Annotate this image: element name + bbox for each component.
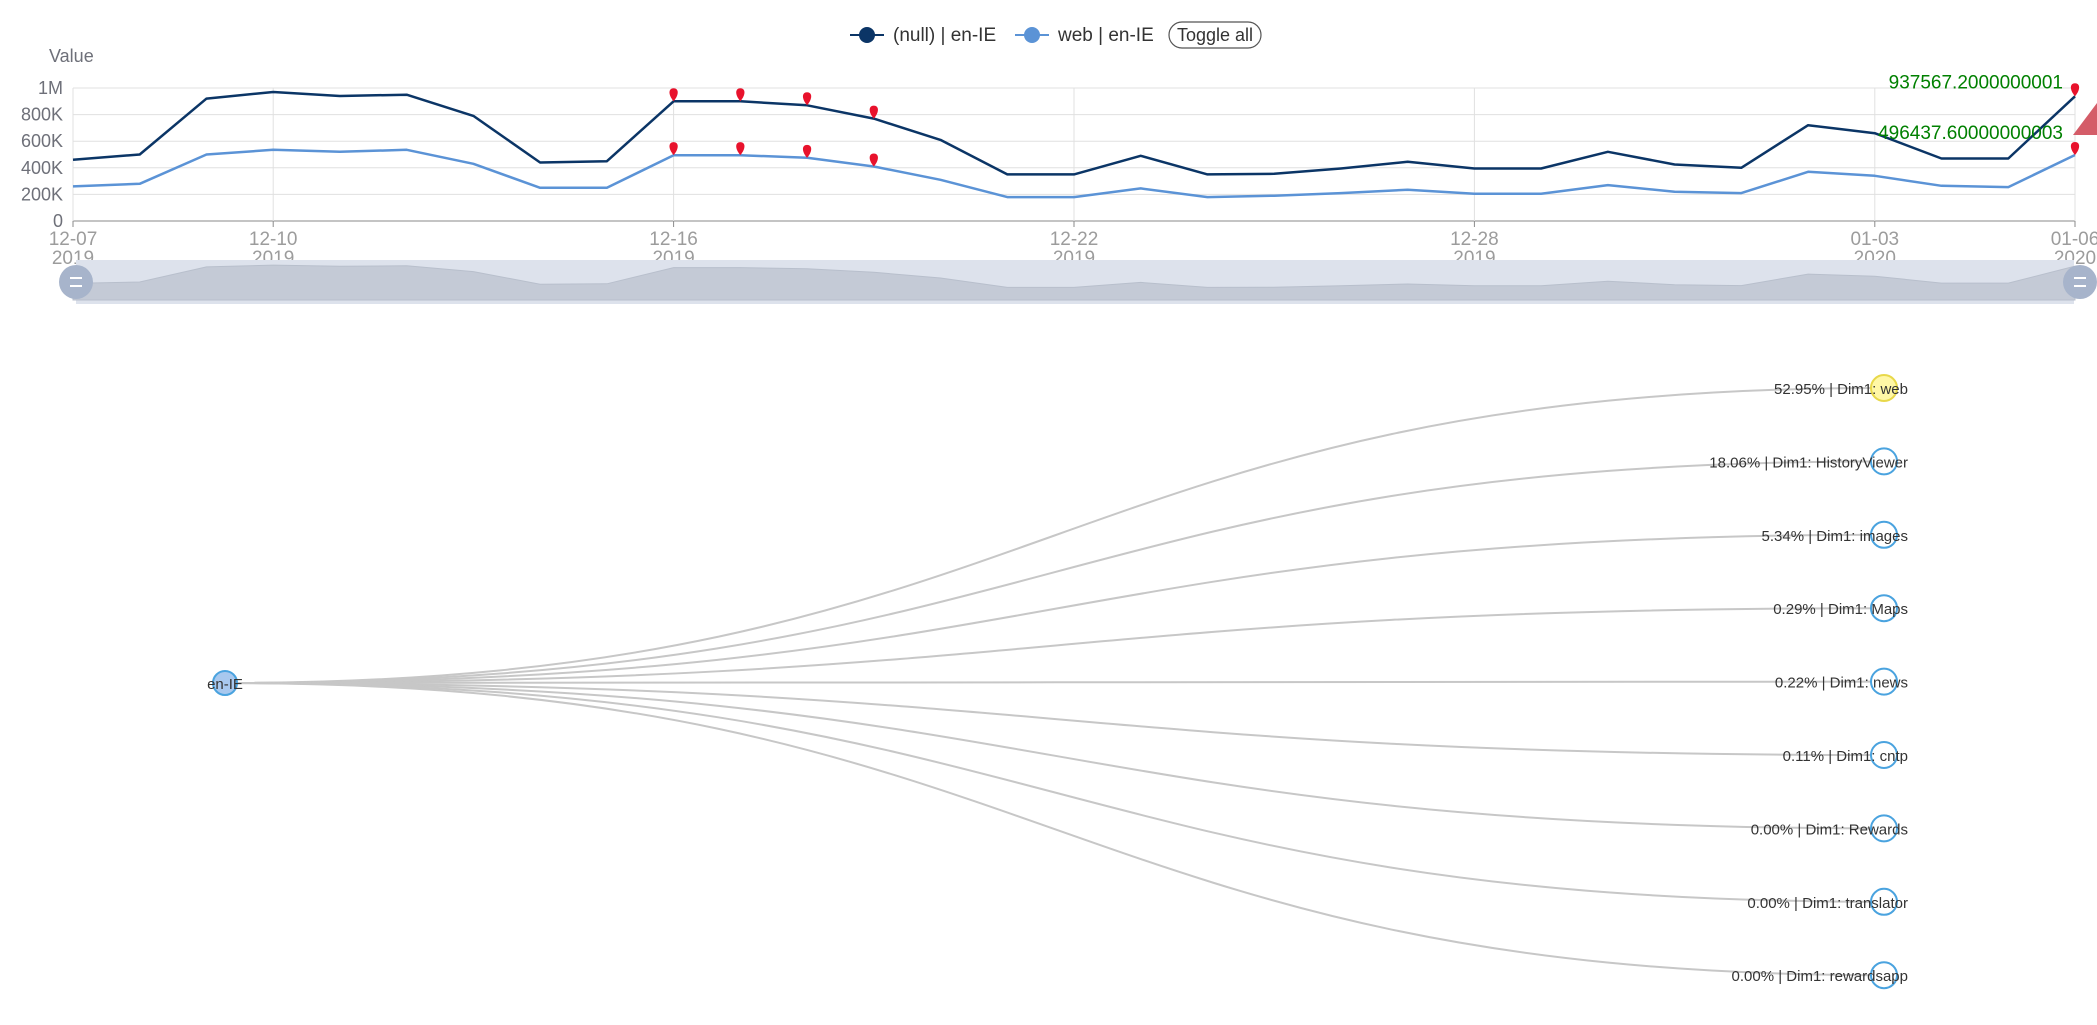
tree-leaf-circle[interactable] bbox=[1870, 447, 1898, 476]
x-tick-label: 01-06 bbox=[2051, 229, 2097, 250]
tree-leaf-label: 0.29% | Dim1: Maps bbox=[1773, 601, 1908, 618]
data-marker-pin[interactable] bbox=[669, 88, 678, 102]
legend-item-null-en-ie[interactable]: (null) | en-IE bbox=[850, 25, 996, 46]
data-marker-pin[interactable] bbox=[802, 144, 812, 158]
tree-link bbox=[224, 680, 1885, 684]
x-tick-label: 01-03 bbox=[1850, 229, 1899, 250]
y-tick-label: 400K bbox=[21, 158, 63, 178]
tree-leaf-label: 5.34% | Dim1: images bbox=[1762, 528, 1908, 545]
data-marker-pin[interactable] bbox=[869, 153, 878, 167]
end-value-tags: 937567.2000000001 496437.60000000003 bbox=[1878, 72, 2063, 144]
data-marker-pin[interactable] bbox=[669, 142, 678, 156]
y-tick-label: 1M bbox=[38, 78, 63, 98]
tree-leaf-label: 0.00% | Dim1: Rewards bbox=[1751, 821, 1908, 838]
tree-leaf-label: 0.11% | Dim1: cntp bbox=[1783, 748, 1908, 765]
toggle-all-button[interactable]: Toggle all bbox=[1168, 21, 1262, 49]
tree-leaf-node[interactable]: 0.29% | Dim1: Maps bbox=[1773, 594, 1908, 623]
toggle-all-label: Toggle all bbox=[1177, 25, 1253, 45]
tree-leaf-label: 18.06% | Dim1: HistoryViewer bbox=[1709, 454, 1908, 471]
x-tick-label: 12-22 bbox=[1050, 229, 1099, 250]
tree-leaf-circle[interactable] bbox=[1870, 594, 1898, 623]
tree-nodes: en-IE 52.95% | Dim1: web 18.06% | Dim1: Hi… bbox=[207, 374, 1908, 990]
slider-handle-right[interactable] bbox=[2063, 265, 2097, 299]
tree-leaf-circle[interactable] bbox=[1870, 520, 1898, 549]
y-tick-label: 600K bbox=[21, 131, 63, 151]
tree-leaf-node[interactable]: 0.00% | Dim1: rewardsapp bbox=[1732, 961, 1908, 990]
legend-dot-null bbox=[859, 27, 875, 43]
tree-root-node[interactable]: en-IE bbox=[207, 670, 243, 696]
tree-links bbox=[224, 387, 1885, 977]
tree-leaf-circle[interactable] bbox=[1870, 667, 1898, 696]
data-marker-pin[interactable] bbox=[736, 88, 745, 102]
tree-link bbox=[224, 533, 1885, 684]
chart-grid bbox=[72, 87, 2076, 222]
tree-root-label: en-IE bbox=[207, 676, 243, 693]
y-axis-title: Value bbox=[49, 46, 94, 66]
legend-label-null: (null) | en-IE bbox=[893, 25, 996, 46]
tree-link bbox=[224, 460, 1885, 684]
data-marker-pin[interactable] bbox=[802, 92, 812, 106]
tree-leaf-circle[interactable] bbox=[1870, 741, 1898, 769]
tree-link bbox=[224, 682, 1885, 830]
slider-preview-area bbox=[72, 264, 2076, 301]
end-value-tag-null: 937567.2000000001 bbox=[1889, 72, 2063, 93]
tree-leaf-label: 52.95% | Dim1: web bbox=[1774, 381, 1908, 398]
tree-leaf-node[interactable]: 0.11% | Dim1: cntp bbox=[1783, 741, 1908, 769]
tree-root-circle[interactable] bbox=[212, 670, 238, 696]
tree-leaf-node[interactable]: 18.06% | Dim1: HistoryViewer bbox=[1709, 447, 1908, 476]
tree-link bbox=[224, 607, 1885, 684]
x-tick-label: 12-10 bbox=[249, 229, 298, 250]
tree-leaf-circle[interactable] bbox=[1870, 814, 1898, 843]
x-tick-label: 12-16 bbox=[649, 229, 698, 250]
legend-item-web-en-ie[interactable]: web | en-IE bbox=[1015, 25, 1154, 46]
legend-label-web: web | en-IE bbox=[1057, 25, 1154, 46]
tree-link bbox=[224, 682, 1885, 756]
tree-leaf-circle[interactable] bbox=[1870, 374, 1898, 402]
data-marker-pin[interactable] bbox=[2070, 141, 2080, 155]
x-tick-label: 12-28 bbox=[1450, 229, 1499, 250]
tree-leaf-node[interactable]: 5.34% | Dim1: images bbox=[1762, 520, 1908, 549]
y-tick-label: 200K bbox=[21, 184, 63, 204]
tree-leaf-label: 0.00% | Dim1: rewardsapp bbox=[1732, 968, 1908, 985]
legend-dot-web bbox=[1024, 27, 1040, 43]
tree-link bbox=[224, 682, 1885, 977]
scroll-up-arrow-icon[interactable] bbox=[2073, 103, 2097, 135]
chart-series bbox=[72, 90, 2076, 199]
y-axis: 0 200K 400K 600K 800K 1M bbox=[21, 78, 63, 231]
tree-leaf-node[interactable]: 0.22% | Dim1: news bbox=[1775, 667, 1908, 696]
data-marker-pin[interactable] bbox=[2070, 83, 2080, 97]
y-tick-label: 0 bbox=[53, 211, 63, 231]
tree-link bbox=[224, 682, 1885, 903]
tree-leaf-circle[interactable] bbox=[1870, 887, 1898, 916]
tree-leaf-label: 0.00% | Dim1: translator bbox=[1747, 895, 1908, 912]
chart-markers bbox=[669, 83, 2080, 167]
tree-leaf-label: 0.22% | Dim1: news bbox=[1775, 675, 1908, 692]
end-value-tag-web: 496437.60000000003 bbox=[1878, 123, 2063, 144]
data-marker-pin[interactable] bbox=[869, 105, 878, 119]
series-line-1[interactable] bbox=[72, 148, 2076, 199]
series-line-0[interactable] bbox=[72, 90, 2076, 176]
toggle-all-frame[interactable] bbox=[1168, 21, 1262, 49]
slider-handle-right-knob[interactable] bbox=[2063, 265, 2097, 299]
data-marker-pin[interactable] bbox=[736, 142, 745, 156]
tree-link bbox=[224, 387, 1885, 684]
y-tick-label: 800K bbox=[21, 105, 63, 125]
tree-leaf-circle[interactable] bbox=[1870, 961, 1898, 990]
slider-handle-left-knob[interactable] bbox=[59, 265, 93, 299]
tree-leaf-node[interactable]: 0.00% | Dim1: Rewards bbox=[1751, 814, 1908, 843]
slider-handle-left[interactable] bbox=[59, 265, 93, 299]
chart-legend: (null) | en-IE web | en-IE Toggle all bbox=[850, 21, 1262, 49]
tree-leaf-node[interactable]: 0.00% | Dim1: translator bbox=[1747, 887, 1908, 916]
tree-leaf-node[interactable]: 52.95% | Dim1: web bbox=[1774, 374, 1908, 402]
x-tick-label: 12-07 bbox=[49, 229, 98, 250]
data-zoom-slider[interactable] bbox=[59, 260, 2097, 304]
